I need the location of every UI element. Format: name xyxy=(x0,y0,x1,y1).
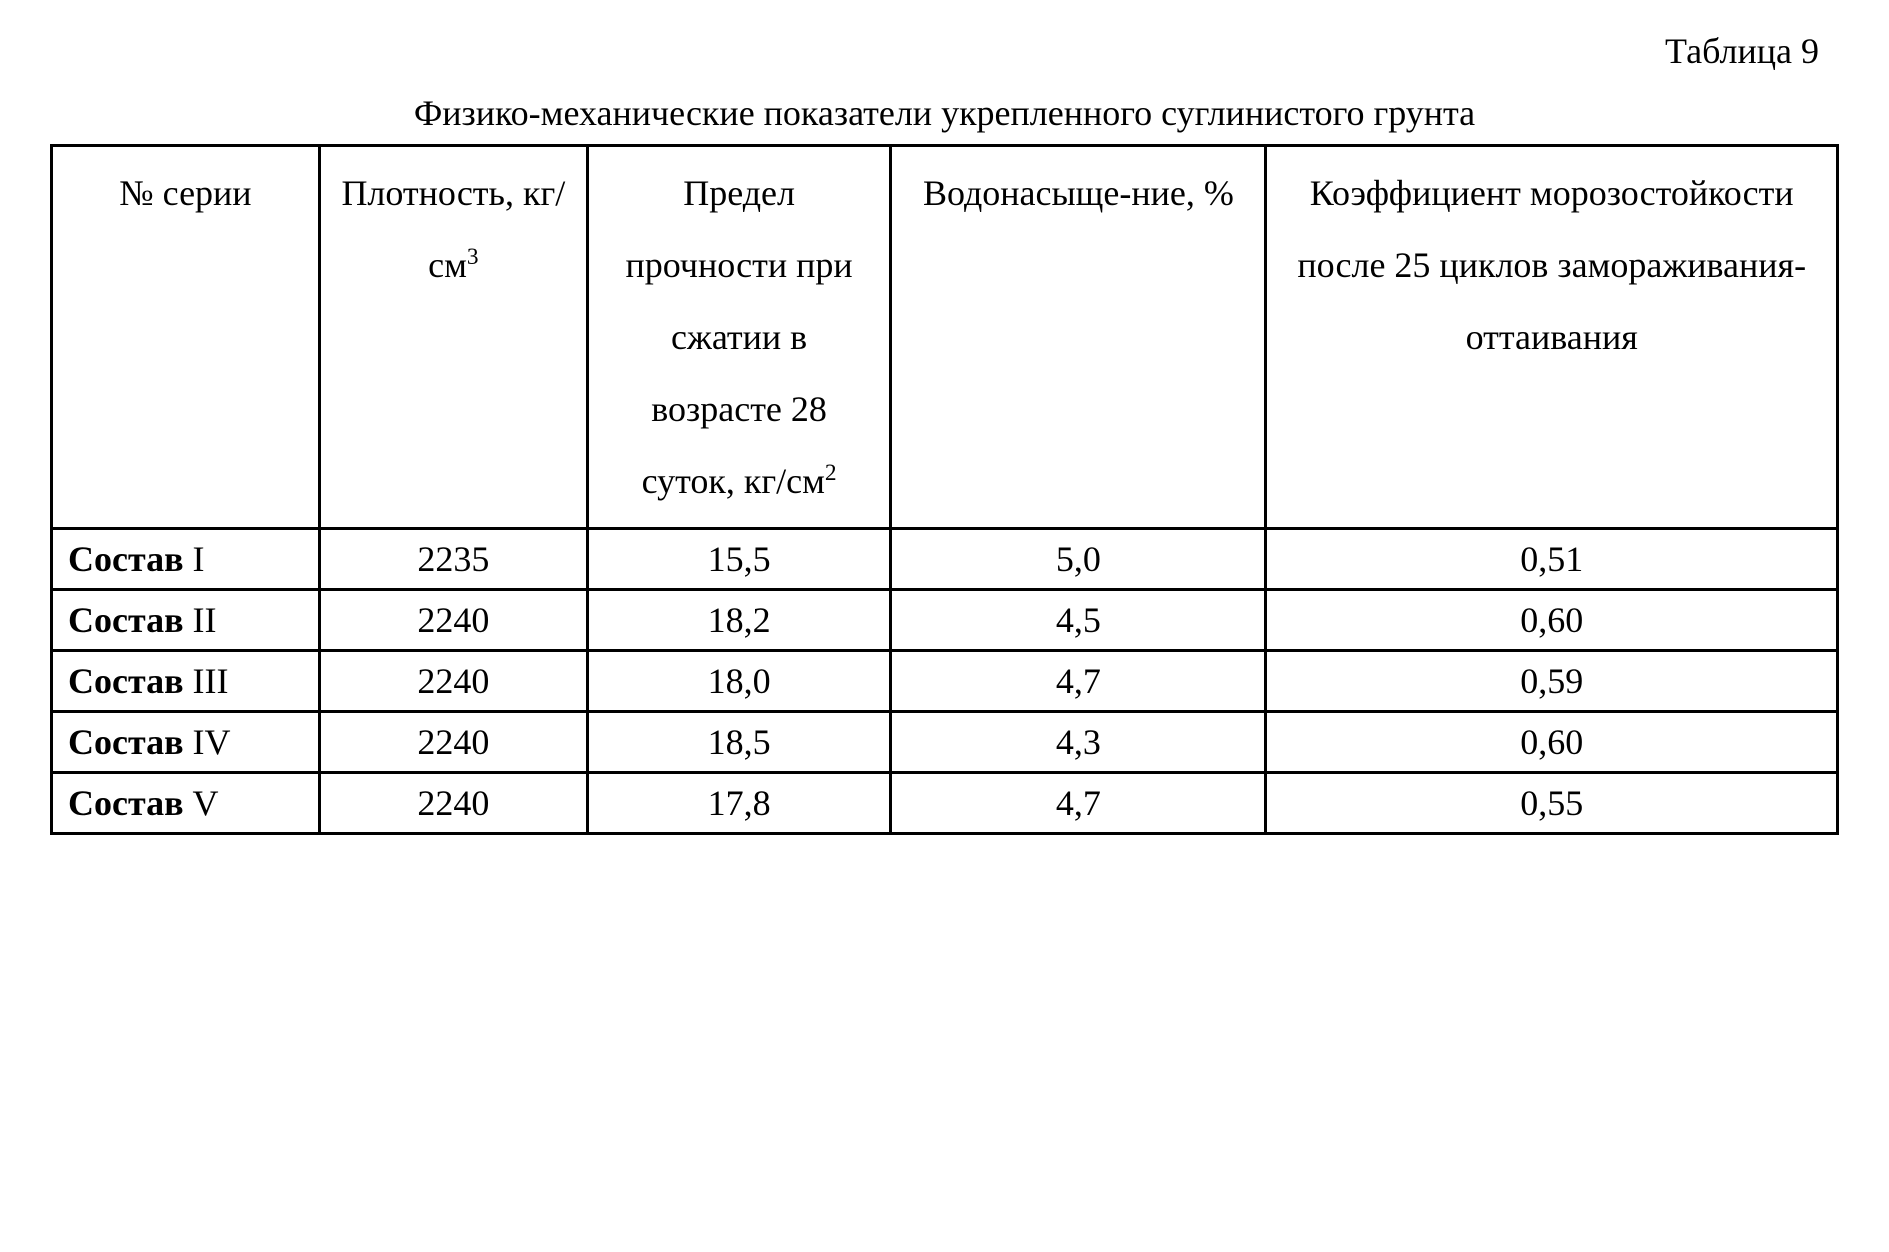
cell-frost: 0,59 xyxy=(1266,651,1838,712)
header-density: Плотность, кг/см3 xyxy=(319,146,587,529)
cell-water: 5,0 xyxy=(891,529,1266,590)
series-label-rest: II xyxy=(184,600,217,640)
cell-density: 2240 xyxy=(319,590,587,651)
header-series: № серии xyxy=(52,146,320,529)
table-header-row: № серии Плотность, кг/см3 Предел прочнос… xyxy=(52,146,1838,529)
cell-water: 4,3 xyxy=(891,712,1266,773)
cell-strength: 15,5 xyxy=(587,529,891,590)
cell-series: Состав IV xyxy=(52,712,320,773)
cell-water: 4,7 xyxy=(891,773,1266,834)
table-row: Состав V224017,84,70,55 xyxy=(52,773,1838,834)
cell-series: Состав II xyxy=(52,590,320,651)
cell-strength: 18,5 xyxy=(587,712,891,773)
cell-series: Состав III xyxy=(52,651,320,712)
cell-water: 4,7 xyxy=(891,651,1266,712)
series-label-bold: Состав xyxy=(68,722,184,762)
cell-density: 2240 xyxy=(319,773,587,834)
data-table: № серии Плотность, кг/см3 Предел прочнос… xyxy=(50,144,1839,835)
series-label-bold: Состав xyxy=(68,600,184,640)
cell-series: Состав I xyxy=(52,529,320,590)
table-row: Состав II224018,24,50,60 xyxy=(52,590,1838,651)
table-number-label: Таблица 9 xyxy=(50,30,1839,72)
series-label-bold: Состав xyxy=(68,783,184,823)
series-label-bold: Состав xyxy=(68,661,184,701)
cell-frost: 0,60 xyxy=(1266,712,1838,773)
table-row: Состав I223515,55,00,51 xyxy=(52,529,1838,590)
table-caption: Физико-механические показатели укрепленн… xyxy=(50,92,1839,134)
cell-density: 2235 xyxy=(319,529,587,590)
series-label-bold: Состав xyxy=(68,539,184,579)
series-label-rest: III xyxy=(184,661,229,701)
table-row: Состав IV224018,54,30,60 xyxy=(52,712,1838,773)
cell-water: 4,5 xyxy=(891,590,1266,651)
cell-frost: 0,55 xyxy=(1266,773,1838,834)
cell-density: 2240 xyxy=(319,712,587,773)
header-strength: Предел прочности при сжатии в возрасте 2… xyxy=(587,146,891,529)
header-frost: Коэффициент морозостойкости после 25 цик… xyxy=(1266,146,1838,529)
table-body: Состав I223515,55,00,51Состав II224018,2… xyxy=(52,529,1838,834)
table-row: Состав III224018,04,70,59 xyxy=(52,651,1838,712)
cell-density: 2240 xyxy=(319,651,587,712)
cell-strength: 18,0 xyxy=(587,651,891,712)
cell-strength: 18,2 xyxy=(587,590,891,651)
series-label-rest: IV xyxy=(184,722,231,762)
series-label-rest: I xyxy=(184,539,205,579)
series-label-rest: V xyxy=(184,783,219,823)
cell-strength: 17,8 xyxy=(587,773,891,834)
cell-frost: 0,51 xyxy=(1266,529,1838,590)
cell-series: Состав V xyxy=(52,773,320,834)
header-water: Водонасыще-ние, % xyxy=(891,146,1266,529)
cell-frost: 0,60 xyxy=(1266,590,1838,651)
